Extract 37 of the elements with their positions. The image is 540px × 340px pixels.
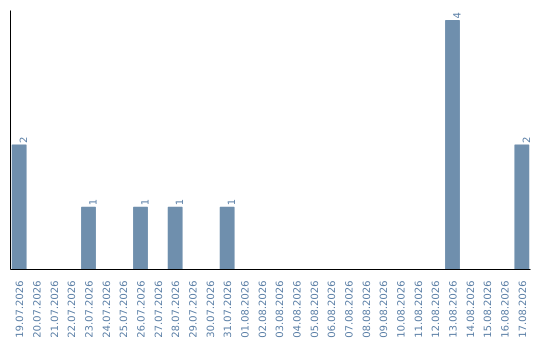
x-tick-label: 09.08.2026 [379,280,390,338]
x-tick-label: 29.07.2026 [188,280,200,338]
x-tick-label: 27.07.2026 [154,280,165,338]
x-tick-label: 19.07.2026 [15,280,26,338]
data-label: 2 [522,136,533,143]
data-label: 1 [140,198,152,206]
x-tick-label: 16.08.2026 [500,280,512,338]
x-tick-label: 11.08.2026 [414,280,425,338]
x-tick-label: 15.08.2026 [483,280,494,338]
data-label: 1 [227,198,238,206]
x-tick-label: 03.08.2026 [275,280,286,338]
x-tick-label: 20.07.2026 [32,280,44,338]
x-tick-label: 24.07.2026 [102,280,113,338]
x-tick-label: 30.07.2026 [206,280,217,338]
x-tick-label: 08.08.2026 [362,280,373,338]
data-label: 2 [19,136,30,143]
x-tick-label: 31.07.2026 [223,280,234,338]
x-tick-label: 07.08.2026 [344,280,356,338]
x-tick-label: 26.07.2026 [136,280,148,338]
x-tick-label: 13.08.2026 [448,280,460,338]
x-tick-label: 23.07.2026 [84,280,96,338]
x-tick-label: 10.08.2026 [396,280,408,338]
x-tick-label: 04.08.2026 [292,280,304,338]
x-tick-label: 01.08.2026 [240,280,252,338]
x-tick-label: 14.08.2026 [466,280,477,338]
data-label: 1 [175,198,186,206]
x-tick-label: 06.08.2026 [327,280,338,338]
x-tick-label: 25.07.2026 [119,280,130,338]
x-tick-label: 17.08.2026 [518,280,529,338]
x-tick-label: 12.08.2026 [431,280,442,338]
x-tick-label: 22.07.2026 [67,280,78,338]
x-tick-label: 21.07.2026 [50,280,61,338]
x-tick-label: 02.08.2026 [258,280,269,338]
x-tick-label: 05.08.2026 [310,280,321,338]
data-label: 4 [452,12,464,18]
data-label: 1 [88,198,100,206]
x-tick-label: 28.07.2026 [171,280,182,338]
